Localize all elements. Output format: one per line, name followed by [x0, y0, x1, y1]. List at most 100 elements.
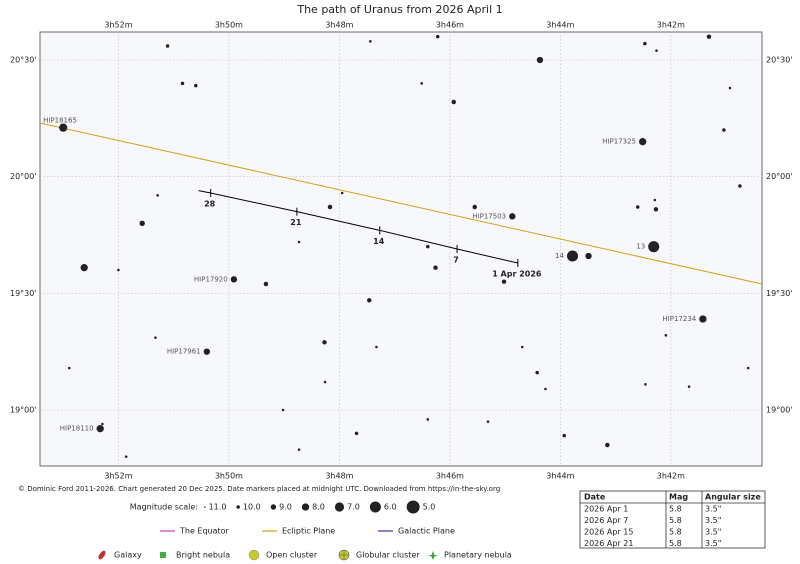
star: [635, 205, 640, 209]
star: [180, 81, 185, 86]
star: [687, 385, 691, 388]
y-tick-label: 19°30': [766, 289, 793, 298]
legend-label: Galaxy: [114, 551, 142, 560]
star: [566, 250, 579, 262]
table-cell: 3.5": [705, 516, 721, 525]
star: [426, 244, 430, 249]
star: [451, 99, 456, 105]
star: [706, 34, 712, 39]
star: [323, 380, 327, 384]
star: [535, 370, 539, 375]
star: [728, 86, 732, 90]
magnitude-label: 8.0: [312, 503, 325, 512]
star: [420, 82, 423, 85]
magnitude-title: Magnitude scale:: [130, 503, 198, 512]
magnitude-dot: [301, 503, 310, 511]
table-cell: 5.8: [669, 528, 682, 537]
star: [585, 252, 592, 260]
magnitude-dot: [406, 500, 420, 514]
legend-label: Ecliptic Plane: [282, 527, 335, 536]
star: [117, 268, 120, 272]
star: [722, 128, 726, 132]
plot-area: [39, 31, 763, 467]
star: [486, 420, 490, 423]
y-tick-label: 19°30': [10, 289, 37, 298]
legend-label: Bright nebula: [176, 551, 230, 560]
magnitude-label: 11.0: [209, 503, 227, 512]
star: [433, 265, 438, 270]
nebula-icon: [160, 552, 166, 558]
star: [297, 448, 301, 451]
y-tick-label: 20°30': [766, 56, 793, 65]
y-tick-label: 20°00': [766, 172, 793, 181]
star: [203, 348, 211, 355]
star: [154, 336, 157, 339]
x-tick-label: 3h42m: [657, 472, 685, 481]
y-tick-label: 20°30': [10, 56, 37, 65]
ecliptic-line: [39, 122, 763, 285]
date-label: 21: [290, 218, 302, 227]
magnitude-label: 5.0: [423, 503, 436, 512]
star: [101, 422, 104, 426]
star: [354, 431, 359, 436]
star-label: HIP18165: [43, 117, 77, 125]
x-tick-label: 3h46m: [436, 472, 464, 481]
star: [426, 418, 430, 421]
x-tick-label: 3h42m: [657, 21, 685, 30]
table-cell: 3.5": [705, 505, 721, 514]
star: [59, 123, 68, 132]
star-label: HIP17234: [662, 315, 696, 323]
x-tick-label: 3h44m: [546, 21, 574, 30]
magnitude-label: 7.0: [347, 503, 360, 512]
star: [644, 383, 647, 386]
legend-label: Globular cluster: [356, 551, 420, 560]
legend-label: Galactic Plane: [398, 527, 455, 536]
magnitude-label: 10.0: [243, 503, 261, 512]
table-cell: 3.5": [705, 539, 721, 548]
star: [156, 194, 159, 197]
star: [544, 387, 547, 391]
x-tick-label: 3h48m: [325, 21, 353, 30]
magnitude-dot: [334, 502, 345, 512]
star: [230, 276, 238, 283]
globular-cluster-cross: [339, 550, 349, 560]
star: [648, 241, 660, 253]
star-label: HIP17325: [602, 138, 636, 146]
galaxy-icon: [98, 550, 106, 560]
star: [139, 220, 145, 227]
magnitude-dot: [270, 504, 277, 510]
x-tick-label: 3h46m: [436, 21, 464, 30]
star: [375, 345, 378, 349]
date-label: 1 Apr 2026: [492, 270, 542, 279]
credit: © Dominic Ford 2011-2026. Chart generate…: [18, 485, 500, 493]
table-header: Date: [584, 493, 606, 502]
magnitude-label: 6.0: [384, 503, 397, 512]
star: [435, 34, 440, 39]
star: [327, 204, 333, 210]
y-tick-label: 19°00': [10, 406, 37, 415]
date-label: 14: [373, 237, 385, 246]
star-label: HIP17503: [472, 212, 506, 220]
star: [699, 315, 707, 323]
star: [263, 281, 269, 287]
open-cluster-icon: [248, 549, 260, 561]
star: [472, 204, 477, 210]
x-tick-label: 3h50m: [215, 472, 243, 481]
y-tick-label: 19°00': [766, 406, 793, 415]
table-cell: 2026 Apr 15: [584, 528, 633, 537]
magnitude-dot: [236, 505, 240, 509]
magnitude-dot: [369, 501, 381, 513]
star: [664, 334, 668, 337]
star: [653, 207, 659, 212]
legend-label: Open cluster: [266, 551, 318, 560]
star: [501, 279, 507, 284]
planet-path: [198, 190, 518, 264]
magnitude-label: 9.0: [279, 503, 292, 512]
x-tick-label: 3h50m: [215, 21, 243, 30]
legend-label: The Equator: [179, 527, 230, 536]
star: [194, 83, 198, 88]
legend-label: Planetary nebula: [444, 551, 512, 560]
y-tick-label: 20°00': [10, 172, 37, 181]
